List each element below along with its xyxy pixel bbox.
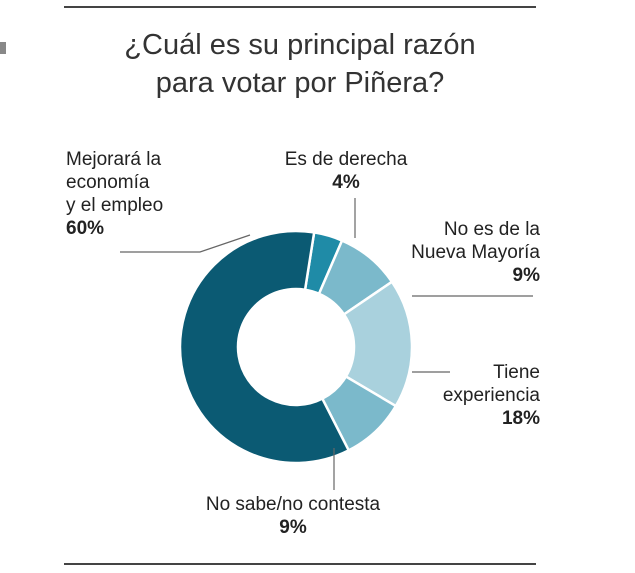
top-rule	[64, 6, 536, 8]
donut-slice-mejorara-la-economia	[178, 229, 351, 465]
slice-label-tiene-experiencia: Tiene experiencia 18%	[400, 361, 540, 430]
slice-label-mejorara-la-economia: Mejorará la economía y el empleo 60%	[66, 148, 236, 240]
slice-label-line: economía	[66, 172, 150, 193]
slice-value-label: 9%	[279, 517, 307, 538]
title-line-1: ¿Cuál es su principal razón	[124, 29, 476, 61]
bottom-rule	[64, 563, 536, 565]
slice-label-no-es-de-la-nueva-mayoria: No es de la Nueva Mayoría 9%	[380, 218, 540, 287]
title-line-2: para votar por Piñera?	[155, 67, 445, 99]
slice-label-line: y el empleo	[66, 195, 164, 216]
slice-label-line: No sabe/no contesta	[205, 494, 381, 515]
leader-line-mejorara-la-economia	[120, 234, 251, 253]
slice-label-line: Mejorará la	[66, 149, 162, 170]
slice-label-no-sabe-no-contesta: No sabe/no contesta 9%	[170, 493, 416, 539]
slice-label-line: Es de derecha	[284, 149, 408, 170]
edge-mark	[0, 42, 6, 54]
slice-label-es-de-derecha: Es de derecha 4%	[262, 148, 430, 194]
slice-value-label: 18%	[501, 408, 540, 429]
slice-label-line: No es de la	[443, 219, 540, 240]
chart-title: ¿Cuál es su principal razón para votar p…	[64, 26, 536, 102]
slice-value-label: 4%	[332, 172, 360, 193]
slice-label-line: experiencia	[442, 385, 540, 406]
slice-value-label: 60%	[66, 218, 105, 239]
slice-value-label: 9%	[512, 265, 540, 286]
slice-label-line: Tiene	[493, 362, 540, 383]
slice-label-line: Nueva Mayoría	[411, 242, 540, 263]
